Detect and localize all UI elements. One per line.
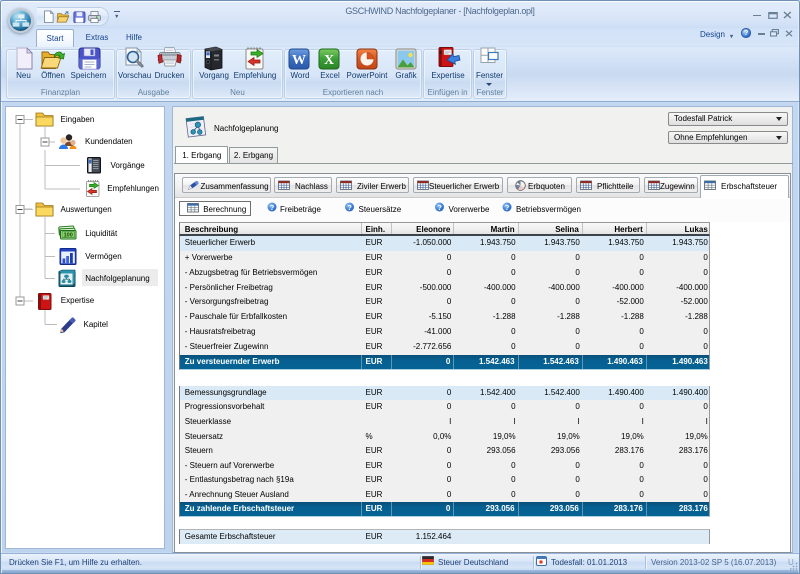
svg-text:?: ?	[347, 203, 352, 212]
svg-text:X: X	[324, 53, 334, 68]
svg-text:?: ?	[437, 203, 442, 212]
svg-text:?: ?	[505, 203, 510, 212]
svg-text:W: W	[292, 53, 306, 68]
svg-text:?: ?	[270, 203, 275, 212]
svg-text:100: 100	[64, 233, 73, 239]
